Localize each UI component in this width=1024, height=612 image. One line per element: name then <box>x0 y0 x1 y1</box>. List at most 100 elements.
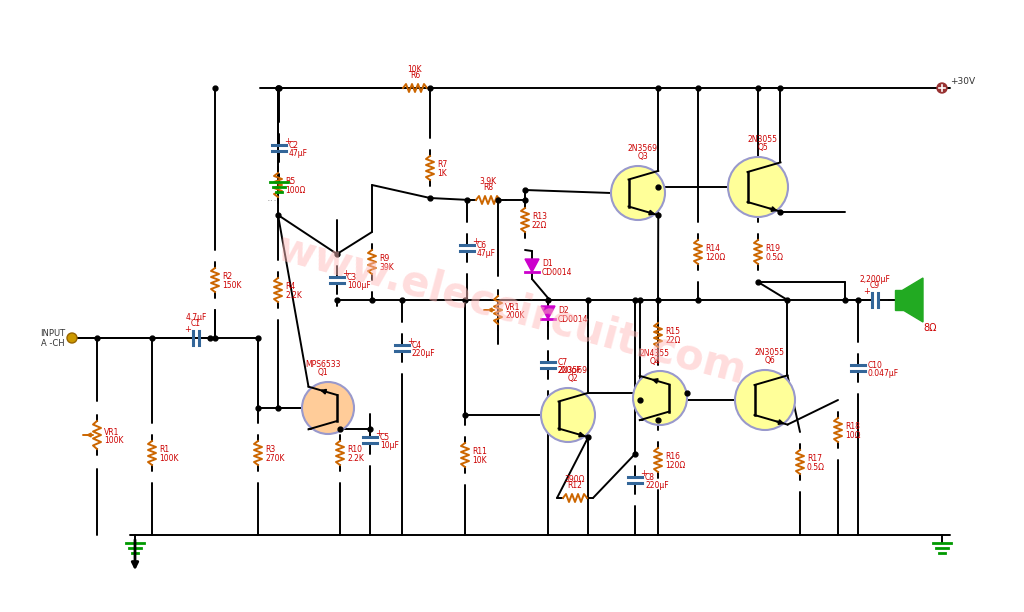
Text: 220μF: 220μF <box>645 480 669 490</box>
Text: A -CH: A -CH <box>41 338 65 348</box>
Text: C8: C8 <box>645 472 655 482</box>
Text: C1: C1 <box>191 319 201 328</box>
Text: +: + <box>863 286 870 296</box>
Text: 220μF: 220μF <box>412 348 435 357</box>
Text: +: + <box>641 469 647 477</box>
Text: 10μF: 10μF <box>380 441 399 449</box>
Text: Q5: Q5 <box>758 143 768 152</box>
Text: R1: R1 <box>159 444 169 453</box>
Text: D1: D1 <box>542 258 553 267</box>
Text: +: + <box>376 428 382 438</box>
Text: 3.9K: 3.9K <box>479 177 497 186</box>
Text: R19: R19 <box>765 244 780 253</box>
Text: C10: C10 <box>868 360 883 370</box>
Text: ...: ... <box>266 193 278 203</box>
Circle shape <box>611 166 665 220</box>
Text: 0.047μF: 0.047μF <box>868 368 899 378</box>
Text: +30V: +30V <box>950 76 975 86</box>
Text: R13: R13 <box>532 212 547 220</box>
Text: 22Ω: 22Ω <box>665 335 680 345</box>
Text: C2: C2 <box>289 141 299 149</box>
Text: C6: C6 <box>477 241 487 250</box>
Circle shape <box>541 388 595 442</box>
Text: 2,200μF: 2,200μF <box>859 275 891 284</box>
Text: R5: R5 <box>285 176 295 185</box>
Text: 10Ω: 10Ω <box>845 430 860 439</box>
Text: 390Ω: 390Ω <box>565 475 586 484</box>
Text: 47μF: 47μF <box>477 248 496 258</box>
Text: 10K: 10K <box>408 65 422 74</box>
Text: +: + <box>285 136 292 146</box>
Text: 2N3055: 2N3055 <box>748 135 778 144</box>
Text: R10: R10 <box>347 444 362 453</box>
Text: C7: C7 <box>558 357 568 367</box>
Text: R16: R16 <box>665 452 680 460</box>
Text: R11: R11 <box>472 447 486 455</box>
Circle shape <box>937 83 947 93</box>
Text: Q6: Q6 <box>765 356 775 365</box>
Text: 4.7μF: 4.7μF <box>185 313 207 322</box>
Polygon shape <box>541 306 555 319</box>
Text: 200K: 200K <box>505 310 524 319</box>
Text: 100K: 100K <box>159 453 178 463</box>
Text: C3: C3 <box>347 272 357 282</box>
Text: 220pF: 220pF <box>558 365 582 375</box>
Text: +: + <box>184 324 191 334</box>
Circle shape <box>302 382 354 434</box>
Text: R18: R18 <box>845 422 860 430</box>
Text: VR1: VR1 <box>505 302 520 312</box>
Text: R9: R9 <box>379 253 389 263</box>
Text: C4: C4 <box>412 340 422 349</box>
Text: R4: R4 <box>285 282 295 291</box>
Text: 2N3569: 2N3569 <box>628 144 658 153</box>
Text: R7: R7 <box>437 160 447 168</box>
Circle shape <box>67 333 77 343</box>
Polygon shape <box>895 290 903 310</box>
Polygon shape <box>525 259 539 272</box>
Text: 2N3055: 2N3055 <box>755 348 785 357</box>
Text: R15: R15 <box>665 326 680 335</box>
Text: Q1: Q1 <box>317 368 329 377</box>
Text: 100μF: 100μF <box>347 280 371 289</box>
Text: +: + <box>472 236 479 245</box>
Text: 100Ω: 100Ω <box>285 185 305 195</box>
Text: Q2: Q2 <box>567 374 579 383</box>
Text: 10K: 10K <box>472 455 486 465</box>
Polygon shape <box>903 278 923 322</box>
Text: R8: R8 <box>483 183 494 192</box>
Text: CD0014: CD0014 <box>558 315 589 324</box>
Text: +: + <box>408 337 415 346</box>
Text: 120Ω: 120Ω <box>665 460 685 469</box>
Text: 39K: 39K <box>379 263 394 272</box>
Text: 120Ω: 120Ω <box>705 253 725 261</box>
Text: C5: C5 <box>380 433 390 441</box>
Text: 0.5Ω: 0.5Ω <box>765 253 783 261</box>
Text: Q4: Q4 <box>649 357 660 366</box>
Text: 270K: 270K <box>265 453 285 463</box>
Text: 22Ω: 22Ω <box>532 220 548 230</box>
Text: 150K: 150K <box>222 280 242 289</box>
Text: D2: D2 <box>558 305 568 315</box>
Text: MPS6533: MPS6533 <box>305 360 341 369</box>
Text: 2.2K: 2.2K <box>347 453 364 463</box>
Text: 2N4355: 2N4355 <box>640 349 670 358</box>
Text: CD0014: CD0014 <box>542 267 572 277</box>
Text: Q3: Q3 <box>638 152 648 161</box>
Circle shape <box>633 371 687 425</box>
Text: 1K: 1K <box>437 168 446 177</box>
Text: R2: R2 <box>222 272 232 280</box>
Text: 2N3569: 2N3569 <box>558 366 588 375</box>
Text: C9: C9 <box>870 281 880 290</box>
Text: 100K: 100K <box>104 436 124 444</box>
Text: R3: R3 <box>265 444 275 453</box>
Text: 47μF: 47μF <box>289 149 308 157</box>
Text: R6: R6 <box>410 71 420 80</box>
Text: R17: R17 <box>807 453 822 463</box>
Circle shape <box>728 157 788 217</box>
Text: www.eleccircuit.com: www.eleccircuit.com <box>272 227 752 393</box>
Text: R12: R12 <box>567 481 583 490</box>
Text: INPUT: INPUT <box>40 329 65 337</box>
Circle shape <box>735 370 795 430</box>
Text: +: + <box>343 269 349 277</box>
Text: 0.5Ω: 0.5Ω <box>807 463 825 471</box>
